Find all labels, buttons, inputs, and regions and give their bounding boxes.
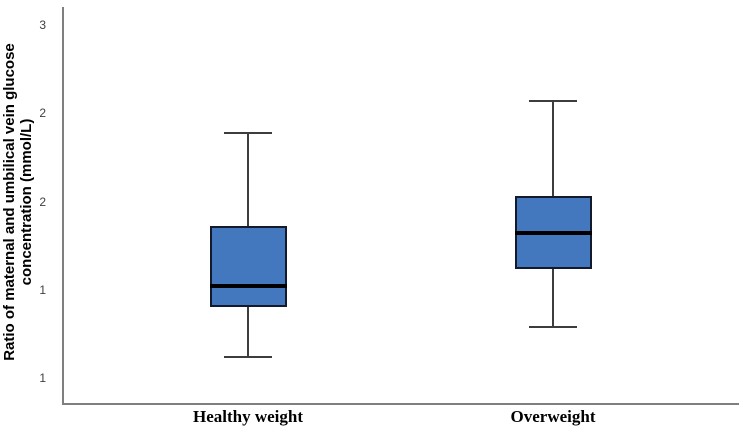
y-tick-label: 3 xyxy=(39,18,46,32)
lower-whisker-cap-healthy-weight xyxy=(224,355,272,358)
y-tick-label: 2 xyxy=(39,106,46,121)
upper-whisker-cap-overweight xyxy=(529,99,577,102)
box-healthy-weight xyxy=(209,226,287,308)
median-line-healthy-weight xyxy=(209,284,287,289)
upper-whisker-healthy-weight xyxy=(247,132,249,227)
median-line-overweight xyxy=(514,231,592,236)
x-category-label-healthy-weight: Healthy weight xyxy=(192,407,304,426)
y-tick-label: 2 xyxy=(39,194,46,209)
x-category-label-overweight: Overweight xyxy=(510,407,596,426)
upper-whisker-cap-healthy-weight xyxy=(224,131,272,134)
upper-whisker-overweight xyxy=(552,100,554,197)
lower-whisker-cap-overweight xyxy=(529,325,577,328)
plot-area xyxy=(62,7,739,405)
y-tick-label: 1 xyxy=(39,371,46,385)
y-tick-label: 1 xyxy=(39,282,46,297)
lower-whisker-healthy-weight xyxy=(247,307,249,357)
lower-whisker-overweight xyxy=(552,268,554,327)
